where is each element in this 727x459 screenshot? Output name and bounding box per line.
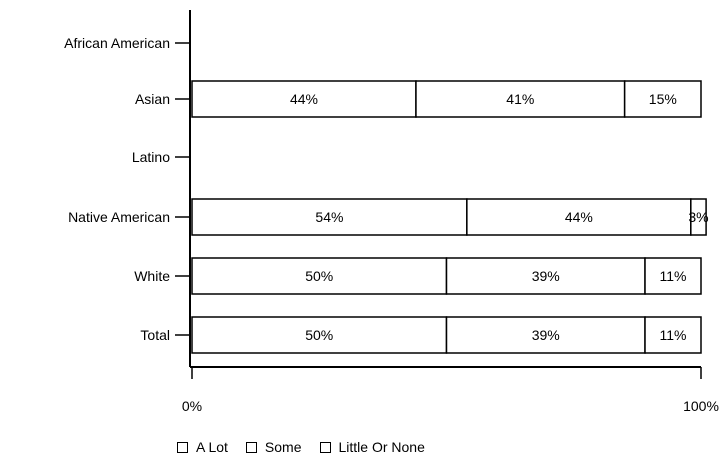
legend: A Lot Some Little Or None (177, 440, 425, 454)
bar-segment (445, 316, 646, 354)
bar-value-label: 11% (660, 327, 687, 343)
bar-segment (415, 80, 626, 118)
plot-layer: African American Asian Latino Native Americ… (64, 10, 719, 414)
bar-value-label: 39% (532, 327, 560, 343)
bar-segment (623, 80, 702, 118)
bar-segment (690, 198, 707, 236)
legend-swatch-little-or-none (319, 441, 331, 453)
legend-label-some: Some (264, 439, 302, 455)
bar-segment (191, 316, 448, 354)
legend-item-little-or-none: Little Or None (319, 439, 425, 455)
bar-segment (191, 257, 448, 295)
category-label: Latino (132, 149, 170, 165)
x-tick-label: 0% (182, 398, 202, 414)
legend-item-some: Some (245, 439, 302, 455)
category-label: Native American (68, 209, 170, 225)
bar-segment (445, 257, 646, 295)
legend-label-a-lot: A Lot (196, 439, 228, 455)
category-label: White (134, 268, 170, 284)
legend-swatch-a-lot (177, 441, 188, 453)
bar-value-label: 50% (305, 327, 333, 343)
bar-value-label: 50% (305, 268, 333, 284)
x-tick-label: 100% (683, 398, 719, 414)
bar-value-label: 15% (649, 91, 677, 107)
bar-segment (644, 316, 702, 354)
legend-swatch-some (245, 441, 257, 453)
bar-value-label: 39% (532, 268, 560, 284)
category-label: African American (64, 35, 170, 51)
bar-segment (191, 80, 417, 118)
bar-value-label: 3% (688, 209, 708, 225)
legend-item-a-lot: A Lot (177, 440, 228, 454)
legend-label-little-or-none: Little Or None (338, 439, 425, 455)
category-label: Total (140, 327, 170, 343)
bar-value-label: 54% (315, 209, 343, 225)
bar-value-label: 44% (290, 91, 318, 107)
category-label: Asian (135, 91, 170, 107)
bar-value-label: 11% (660, 268, 687, 284)
bar-value-label: 44% (565, 209, 593, 225)
bar-value-label: 41% (506, 91, 534, 107)
bar-segment (644, 257, 702, 295)
